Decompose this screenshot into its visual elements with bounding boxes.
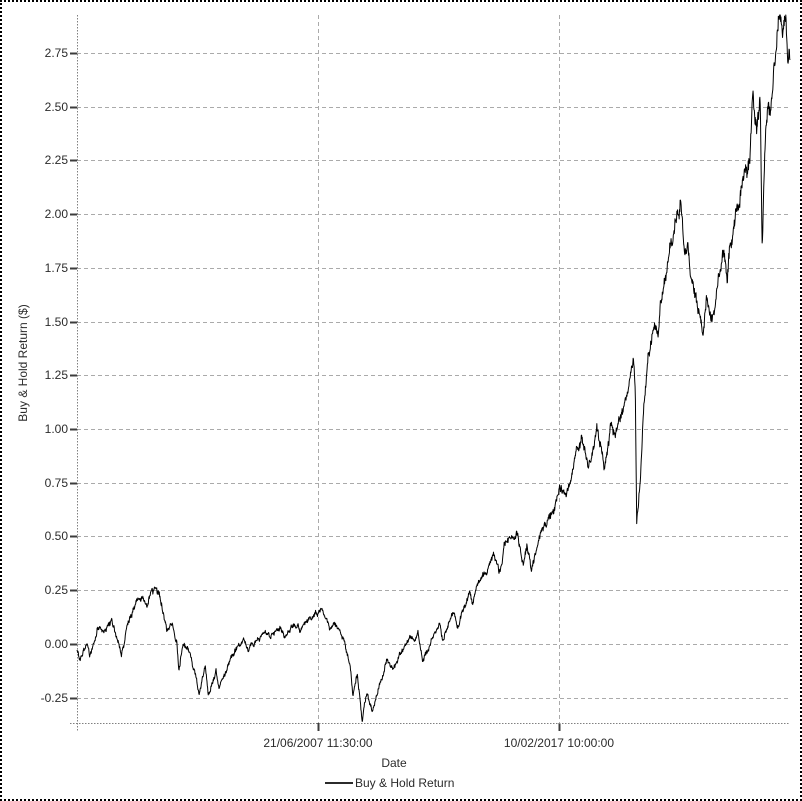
y-tick-label: 0.75 [44,475,68,490]
legend: Buy & Hold Return [325,776,454,790]
y-tick-label: 1.25 [44,368,68,383]
y-tick-label: 1.50 [44,314,68,329]
y-tick-label: 2.00 [44,207,68,222]
buy-and-hold-return-series-line [76,14,791,722]
y-tick-label: 2.75 [44,46,68,61]
legend-line-swatch [325,782,353,784]
y-tick-label: 2.25 [44,153,68,168]
y-tick-label: 0.50 [44,529,68,544]
y-tick-label: 1.75 [44,260,68,275]
y-tick-label: 1.00 [44,422,68,437]
x-axis-title: Date [381,756,407,770]
y-tick-label: 0.25 [44,583,68,598]
legend-series-label: Buy & Hold Return [355,776,455,790]
x-tick-label: 21/06/2007 11:30:00 [263,736,373,750]
y-tick-label: -0.25 [40,690,68,705]
y-tick-label: 0.00 [44,636,68,651]
x-tick-label: 10/02/2017 10:00:00 [503,736,615,750]
y-tick-label: 2.50 [44,99,68,114]
